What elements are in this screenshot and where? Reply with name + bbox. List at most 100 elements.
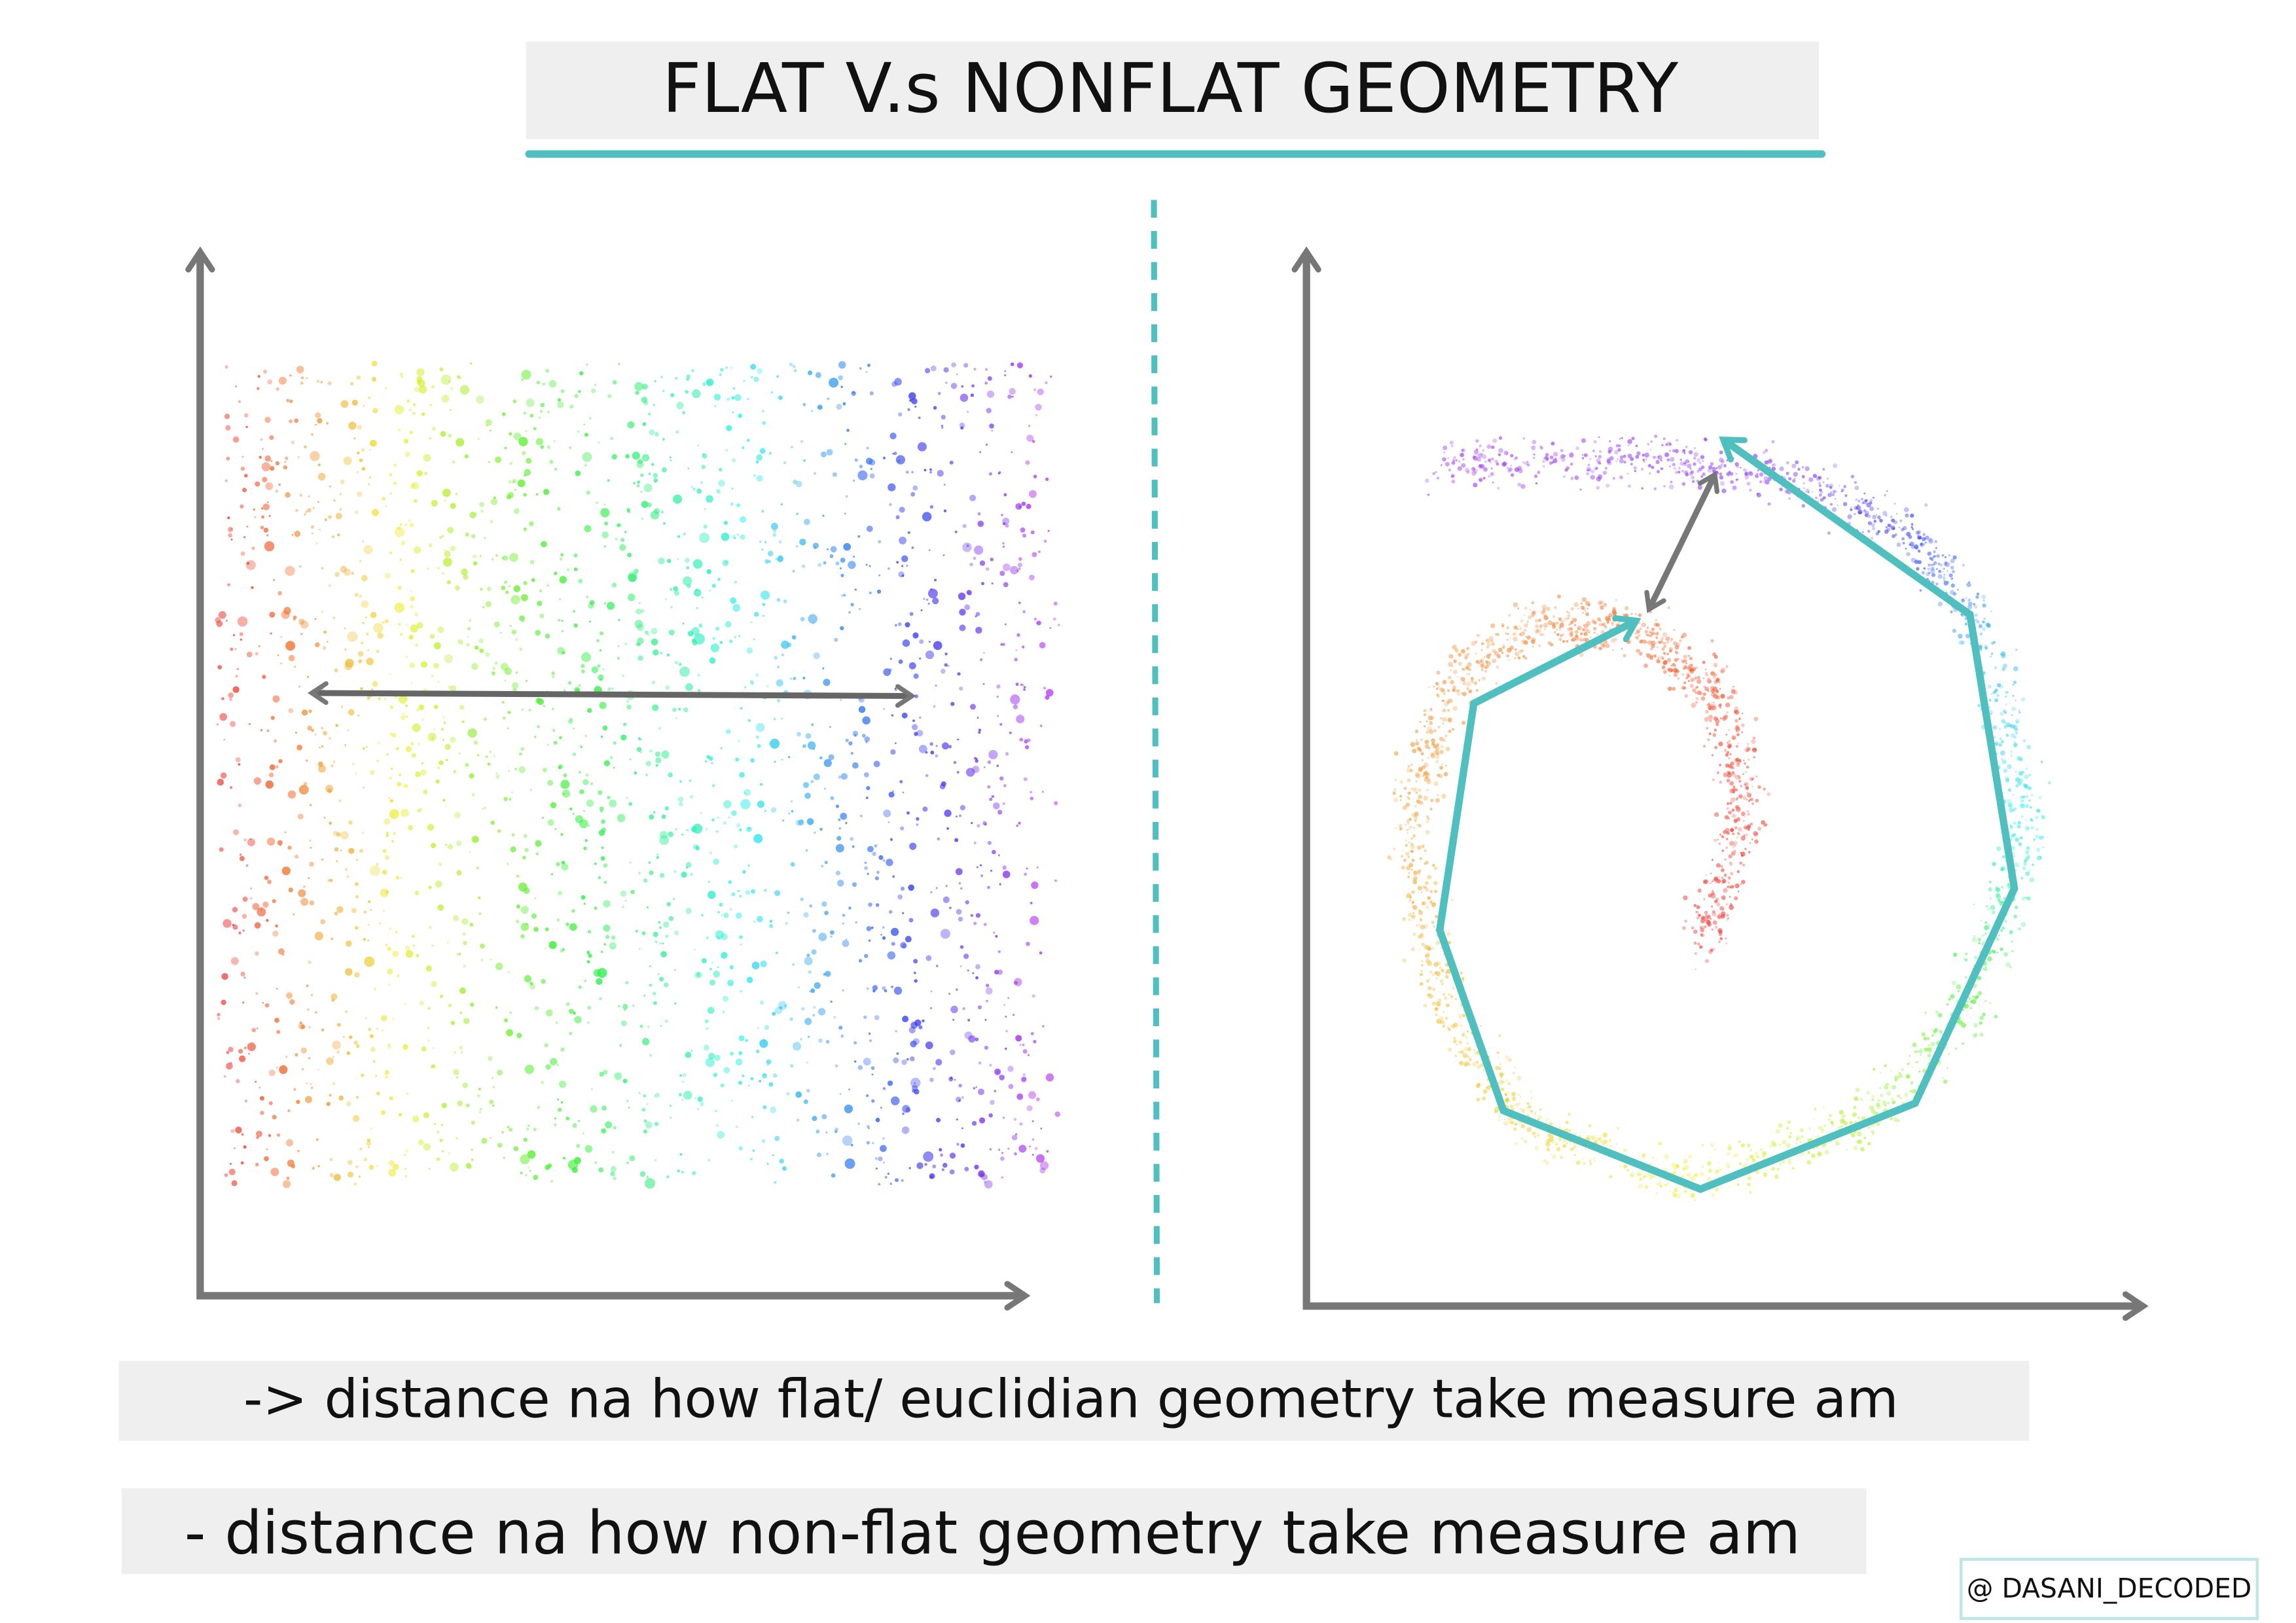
dot [1850, 508, 1853, 511]
dot [1755, 474, 1759, 478]
dot [929, 1175, 933, 1179]
dot [1961, 1022, 1967, 1028]
dot [1744, 816, 1746, 818]
dot [1015, 649, 1018, 651]
dot [1707, 677, 1710, 680]
dot [827, 397, 830, 401]
dot [501, 556, 504, 560]
dot [1545, 1118, 1548, 1121]
dot [732, 604, 741, 612]
dot [1429, 890, 1433, 893]
dot [1693, 452, 1698, 457]
dot [527, 1150, 536, 1159]
dot [747, 865, 750, 867]
dot [1552, 615, 1555, 618]
dot [657, 973, 660, 976]
dot [782, 1166, 787, 1171]
dot [732, 411, 734, 414]
dot [1873, 520, 1877, 523]
dot [895, 1029, 897, 1033]
dot [533, 427, 537, 431]
dot [1596, 486, 1600, 490]
dot [1580, 632, 1583, 635]
dot [1485, 1086, 1488, 1090]
dot [736, 533, 739, 536]
dot [242, 455, 244, 458]
dot [1542, 633, 1545, 636]
dot [875, 903, 880, 907]
dot [1936, 554, 1940, 558]
dot [1458, 662, 1463, 666]
dot [998, 471, 1001, 474]
dot [1734, 719, 1738, 722]
dot [759, 1080, 762, 1082]
dot [463, 940, 467, 945]
dot [975, 913, 981, 918]
dot [412, 723, 421, 732]
dot [823, 561, 827, 565]
dot [562, 948, 565, 952]
dot [566, 568, 569, 571]
dot [337, 533, 340, 537]
dot [951, 362, 956, 368]
dot [746, 647, 753, 654]
dot [1029, 1145, 1031, 1148]
dot [310, 451, 320, 461]
dot [1706, 1176, 1712, 1181]
dot [1871, 1095, 1875, 1099]
dot [230, 1129, 235, 1133]
dot [545, 368, 550, 373]
dot [372, 508, 380, 516]
dot [370, 1046, 376, 1052]
dot [560, 833, 564, 836]
dot [796, 545, 798, 548]
dot [235, 1126, 242, 1133]
dot [1487, 458, 1492, 462]
dot [1703, 898, 1706, 901]
dot [387, 969, 393, 975]
dot [728, 816, 730, 819]
dot [985, 987, 993, 995]
dot [343, 456, 352, 465]
dot [850, 1143, 853, 1147]
dot [303, 513, 306, 516]
dot [1917, 535, 1919, 537]
dot [664, 1019, 668, 1024]
dot [232, 436, 240, 443]
dot [217, 1017, 221, 1020]
dot [242, 488, 247, 493]
dot [609, 942, 617, 950]
dot [706, 1027, 709, 1030]
dot [266, 729, 270, 732]
dot [1700, 933, 1705, 938]
dot [1012, 395, 1014, 398]
dot [1424, 777, 1429, 782]
dot [226, 620, 228, 622]
dot [439, 994, 444, 999]
dot [1431, 738, 1435, 743]
dot [1543, 622, 1549, 628]
dot [835, 844, 844, 853]
dot [437, 1131, 439, 1133]
dot [1937, 574, 1943, 579]
dot [2041, 815, 2043, 817]
dot [1695, 696, 1699, 701]
dot [716, 489, 721, 494]
dot [486, 424, 488, 427]
dot [495, 962, 503, 971]
dot [757, 743, 761, 749]
dot [2011, 713, 2013, 716]
dot [1656, 633, 1659, 635]
dot [982, 683, 985, 685]
dot [1554, 606, 1557, 609]
dot [673, 898, 675, 901]
dot [2003, 724, 2007, 729]
dot [1993, 641, 1996, 643]
dot [600, 735, 603, 738]
dot [1518, 1094, 1520, 1096]
dot [1464, 653, 1469, 658]
dot [978, 731, 981, 734]
dot [1714, 745, 1717, 749]
dot [497, 1143, 503, 1148]
dot [722, 995, 728, 1002]
